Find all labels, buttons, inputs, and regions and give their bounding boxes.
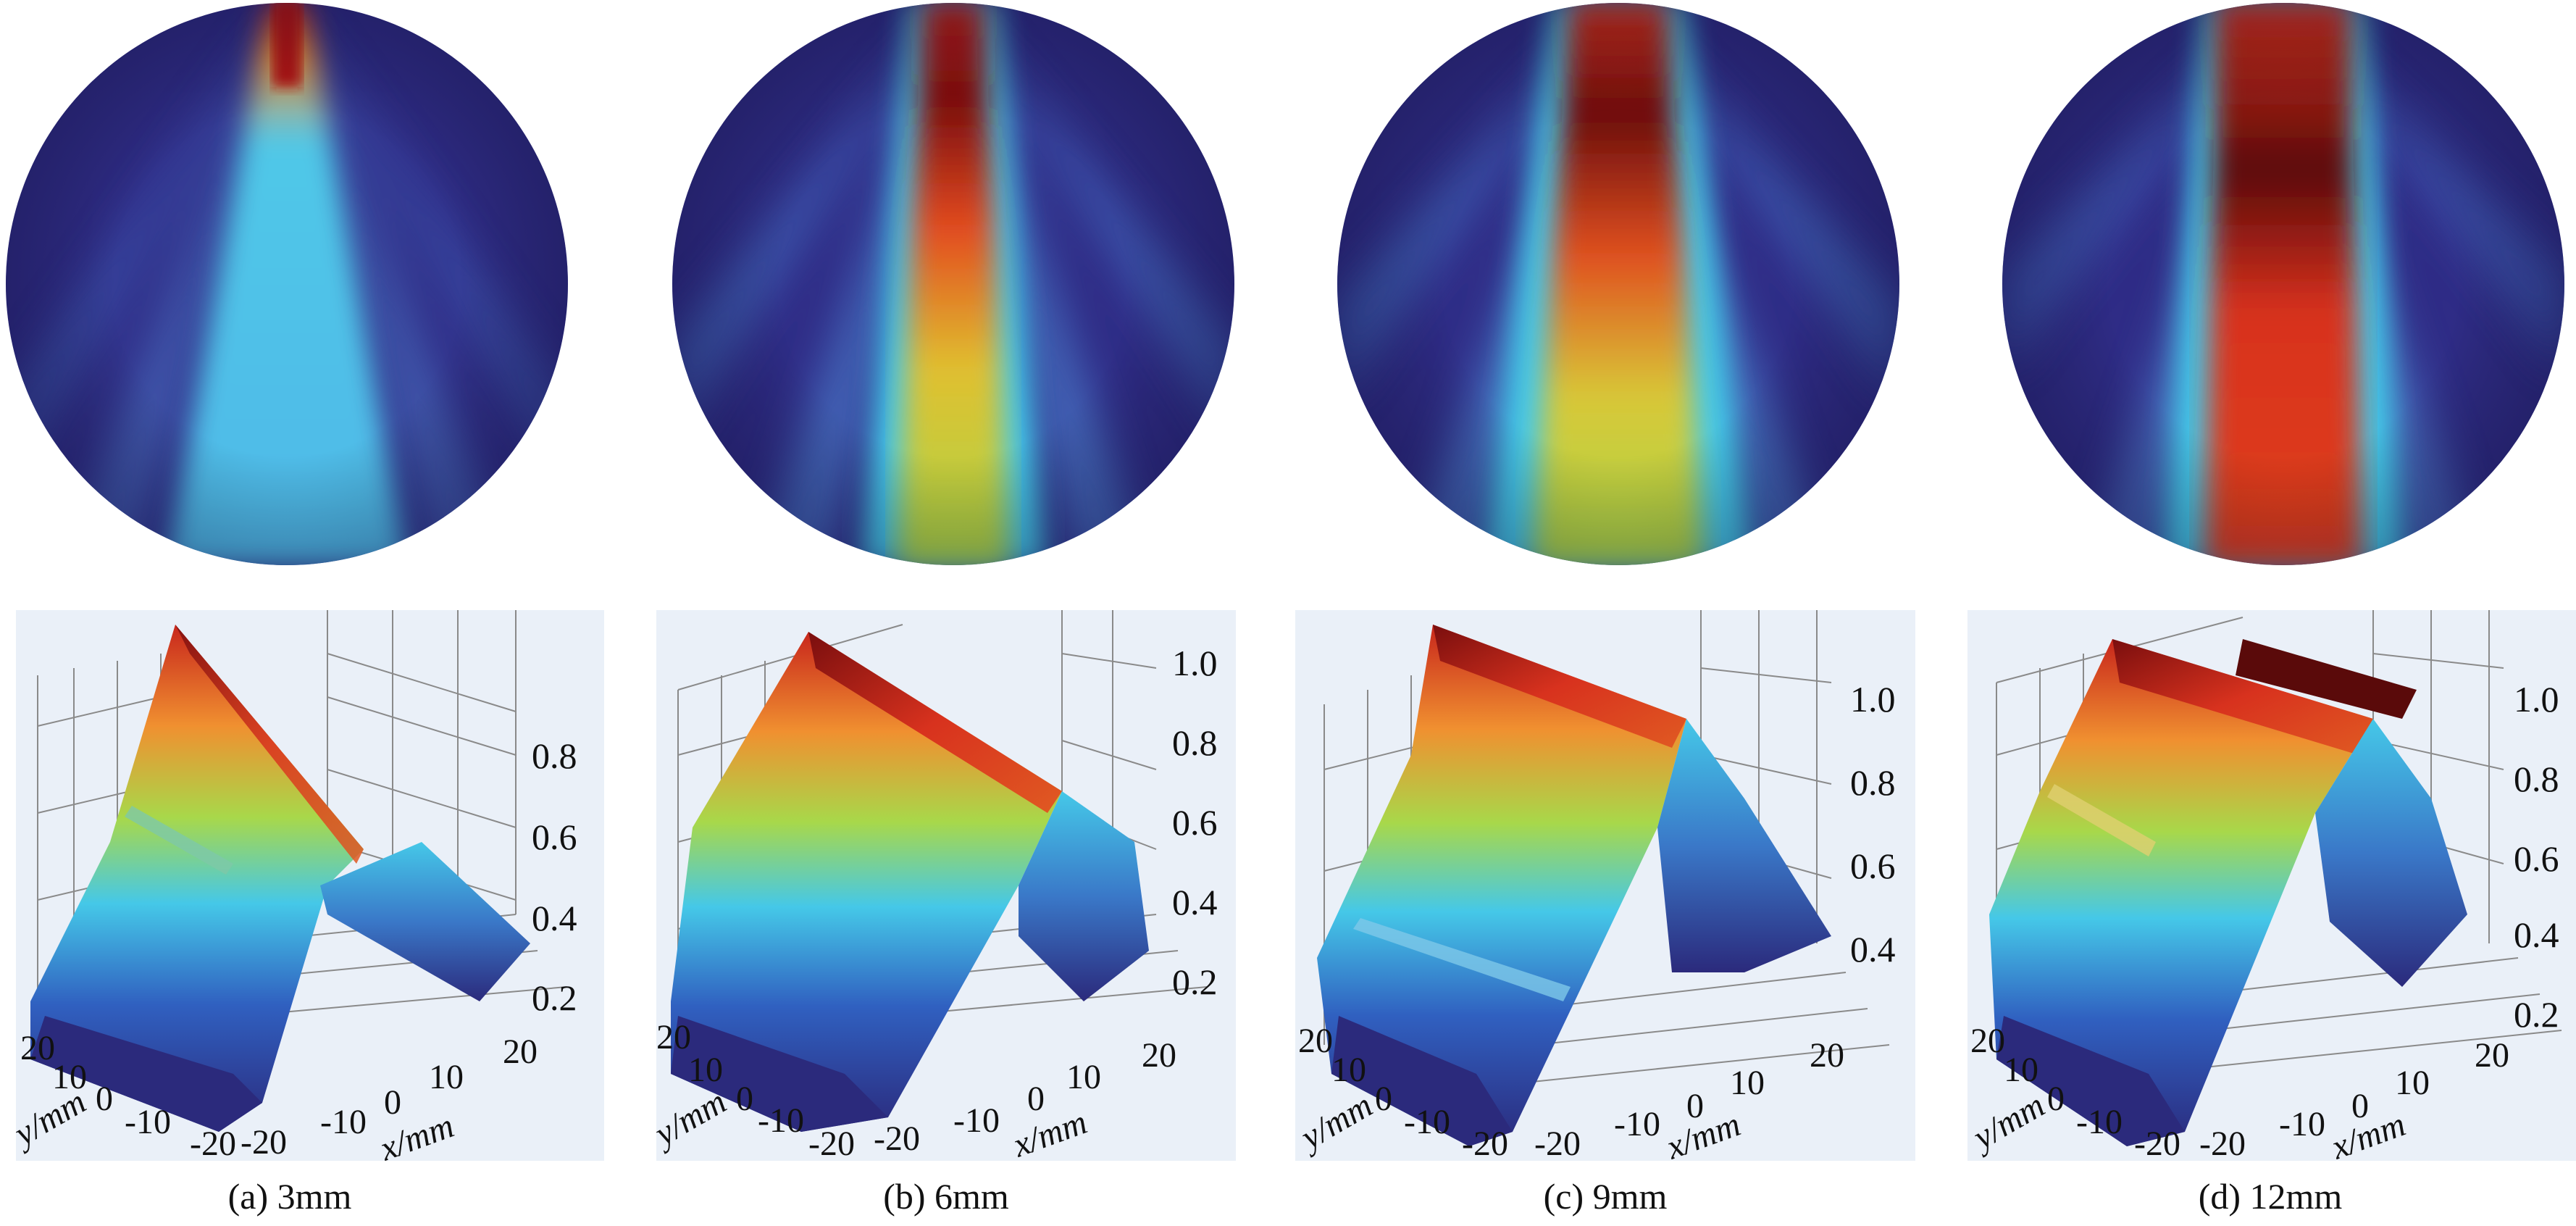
y-tick: -20 — [2134, 1125, 2180, 1161]
z-tick: 0.6 — [1172, 802, 1218, 843]
x-tick: 0 — [384, 1083, 401, 1122]
y-tick: -20 — [190, 1125, 236, 1161]
y-tick: 10 — [688, 1051, 723, 1089]
intensity-disc-c — [1337, 3, 1899, 565]
surface-plot-a: 0.8 0.6 0.4 0.2 20 10 0 -10 -20 y/mm -20… — [16, 610, 604, 1161]
y-axis-ticks: 20 10 0 -10 -20 — [1298, 1022, 1508, 1161]
z-tick: 1.0 — [1172, 643, 1218, 683]
caption-c: (c) 9mm — [1543, 1176, 1668, 1217]
z-tick: 0.6 — [532, 817, 577, 857]
z-tick: 0.6 — [2514, 838, 2559, 879]
x-tick: -10 — [2279, 1105, 2325, 1143]
x-tick: -20 — [2199, 1125, 2246, 1161]
caption-d: (d) 12mm — [2198, 1176, 2343, 1217]
x-axis-ticks: -20 -10 0 10 20 — [1534, 1036, 1844, 1161]
y-tick: 0 — [2047, 1080, 2065, 1118]
x-tick: -10 — [320, 1103, 367, 1141]
y-tick: 0 — [1375, 1080, 1392, 1118]
z-tick: 0.2 — [2514, 994, 2559, 1035]
x-tick: -10 — [1614, 1105, 1660, 1143]
z-axis-ticks: 1.0 0.8 0.6 0.4 0.2 — [2514, 679, 2559, 1035]
x-tick: 20 — [1810, 1036, 1844, 1075]
z-tick: 0.4 — [1850, 929, 1896, 969]
z-tick: 1.0 — [1850, 679, 1896, 720]
y-tick: 10 — [1331, 1051, 1366, 1089]
y-tick: 10 — [2004, 1051, 2038, 1089]
x-tick: 10 — [1730, 1064, 1765, 1102]
x-tick: 20 — [503, 1033, 538, 1071]
surface-plot-c: 1.0 0.8 0.6 0.4 20 10 0 -10 -20 y/mm -20… — [1295, 610, 1915, 1161]
x-tick: 0 — [1027, 1080, 1045, 1118]
z-tick: 1.0 — [2514, 679, 2559, 720]
x-axis-ticks: -20 -10 0 10 20 — [874, 1036, 1176, 1158]
x-tick: -20 — [874, 1119, 920, 1158]
z-tick: 0.8 — [1172, 722, 1218, 763]
y-tick: 20 — [1970, 1022, 2005, 1060]
y-axis-ticks: 20 10 0 -10 -20 — [656, 1018, 855, 1161]
y-tick: -10 — [2076, 1103, 2123, 1141]
y-tick: -10 — [125, 1103, 171, 1141]
x-tick: 10 — [1066, 1058, 1101, 1096]
intensity-disc-a — [6, 3, 568, 565]
y-tick: 20 — [1298, 1022, 1333, 1060]
z-tick: 0.8 — [1850, 762, 1896, 803]
y-tick: 10 — [52, 1058, 87, 1096]
intensity-disc-d — [2002, 3, 2564, 565]
y-tick: 0 — [96, 1080, 113, 1118]
y-tick: -20 — [808, 1125, 855, 1161]
x-tick: 20 — [2475, 1036, 2509, 1075]
z-tick: 0.8 — [532, 735, 577, 776]
x-tick: -20 — [241, 1123, 287, 1161]
x-axis-ticks: -20 -10 0 10 20 — [241, 1033, 538, 1161]
y-axis-ticks: 20 10 0 -10 -20 — [20, 1029, 236, 1161]
caption-b: (b) 6mm — [883, 1176, 1009, 1217]
x-tick: -10 — [953, 1101, 1000, 1140]
x-axis-ticks: -20 -10 0 10 20 — [2199, 1036, 2509, 1161]
surface-plot-b: 1.0 0.8 0.6 0.4 0.2 20 10 0 -10 -20 y/mm… — [656, 610, 1236, 1161]
y-tick: 20 — [656, 1018, 691, 1056]
intensity-disc-b — [672, 3, 1234, 565]
caption-a: (a) 3mm — [227, 1176, 352, 1217]
z-axis-ticks: 1.0 0.8 0.6 0.4 — [1850, 679, 1896, 969]
x-tick: -20 — [1534, 1125, 1581, 1161]
x-tick: 0 — [2351, 1087, 2369, 1125]
x-tick: 20 — [1142, 1036, 1176, 1075]
x-tick: 10 — [429, 1058, 464, 1096]
z-tick: 0.8 — [2514, 759, 2559, 799]
z-tick: 0.4 — [1172, 882, 1218, 922]
z-tick: 0.4 — [532, 898, 577, 938]
y-tick: 20 — [20, 1029, 55, 1067]
y-tick: 0 — [736, 1080, 753, 1118]
z-axis-ticks: 1.0 0.8 0.6 0.4 0.2 — [1172, 643, 1218, 1002]
x-tick: 0 — [1686, 1087, 1704, 1125]
y-tick: -20 — [1462, 1125, 1508, 1161]
z-tick: 0.4 — [2514, 914, 2559, 955]
y-tick: -10 — [758, 1101, 804, 1140]
surface-plot-d: 1.0 0.8 0.6 0.4 0.2 20 10 0 -10 -20 y/mm… — [1967, 610, 2576, 1161]
x-tick: 10 — [2395, 1064, 2430, 1102]
y-axis-ticks: 20 10 0 -10 -20 — [1970, 1022, 2180, 1161]
z-tick: 0.2 — [1172, 962, 1218, 1002]
z-axis-ticks: 0.8 0.6 0.4 0.2 — [532, 735, 577, 1018]
z-tick: 0.2 — [532, 977, 577, 1018]
y-tick: -10 — [1404, 1103, 1450, 1141]
z-tick: 0.6 — [1850, 846, 1896, 886]
